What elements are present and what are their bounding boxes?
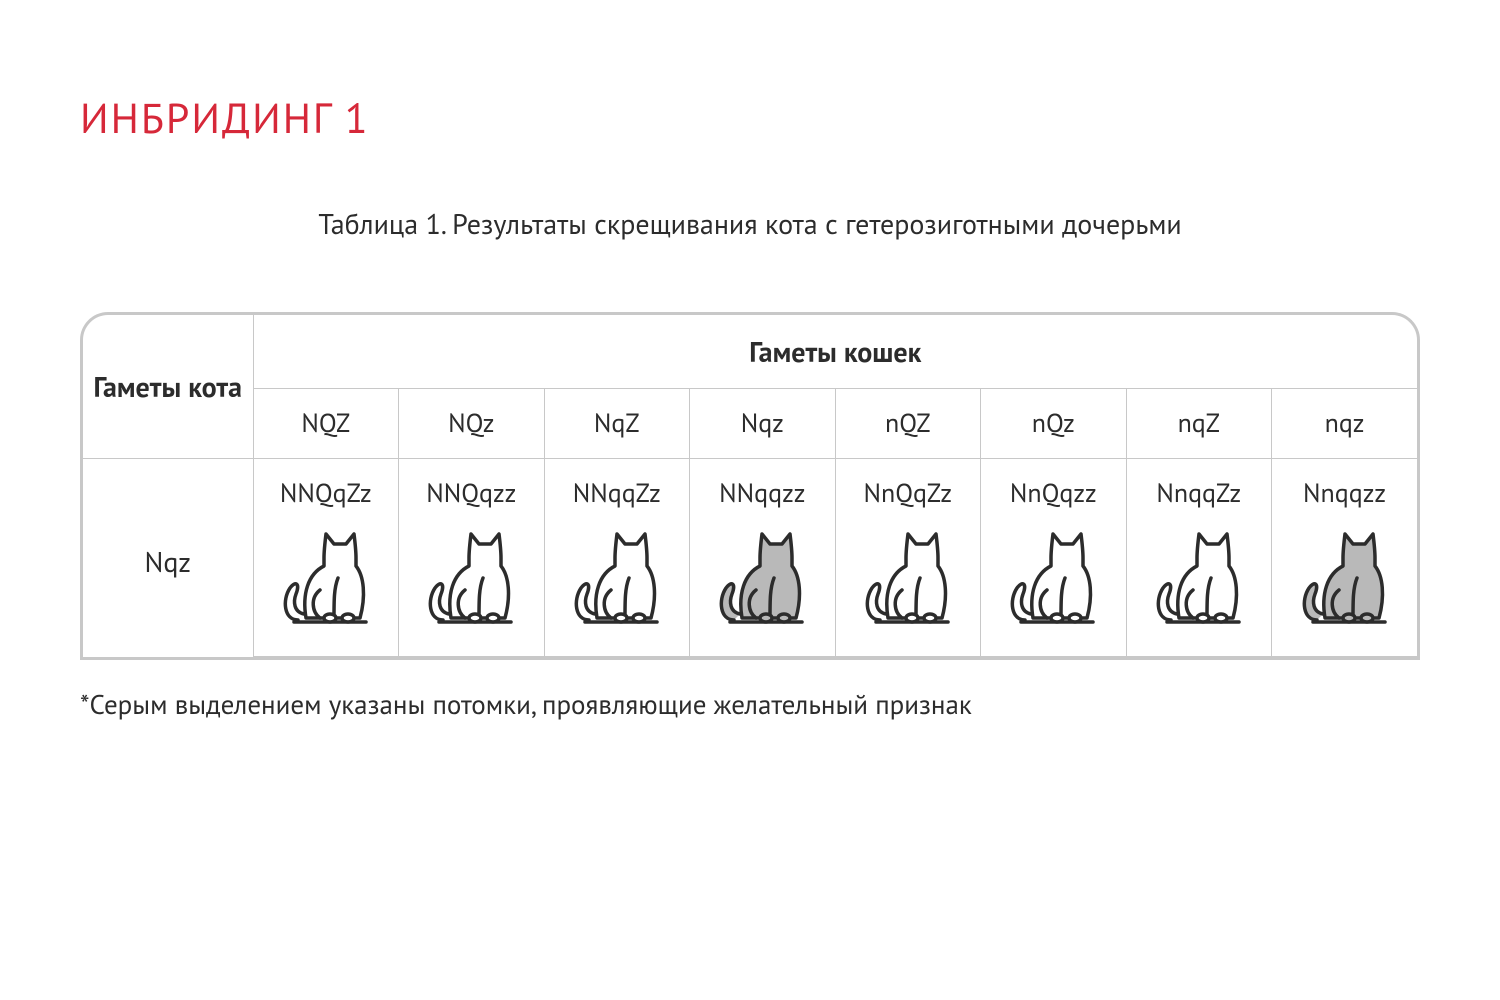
offspring-genotype: Nnqqzz [1272,459,1418,521]
offspring-genotype: NNQqZz [253,459,399,521]
col-gamete: nQz [981,389,1127,459]
cat-icon [858,522,958,632]
col-gamete: nQZ [835,389,981,459]
cat-icon [276,522,376,632]
offspring-genotype: NnQqzz [981,459,1127,521]
offspring-cat-cell [253,520,399,657]
row-header-label: Гаметы кота [83,315,253,459]
col-gamete: nqZ [1126,389,1272,459]
punnett-table: Гаметы кота Гаметы кошек NQZ NQz NqZ Nqz… [83,315,1417,657]
table-caption: Таблица 1. Результаты скрещивания кота с… [80,205,1420,242]
table-bottom-rule [80,657,1420,660]
cat-icon [1003,522,1103,632]
cat-icon-row [83,520,1417,657]
punnett-table-wrap: Гаметы кота Гаметы кошек NQZ NQz NqZ Nqz… [80,312,1420,657]
cat-icon [1295,522,1395,632]
offspring-cat-cell [544,520,690,657]
offspring-genotype: NNQqzz [399,459,545,521]
cat-icon [712,522,812,632]
offspring-cat-cell [981,520,1127,657]
cat-icon [567,522,667,632]
page-heading: ИНБРИДИНГ 1 [80,90,1420,145]
offspring-genotype: NNqqZz [544,459,690,521]
offspring-genotype: NnqqZz [1126,459,1272,521]
offspring-cat-cell [399,520,545,657]
cat-icon [421,522,521,632]
genotype-row: Nqz NNQqZz NNQqzz NNqqZz NNqqzz NnQqZz N… [83,459,1417,521]
row-gamete: Nqz [83,459,253,657]
header-row-2: NQZ NQz NqZ Nqz nQZ nQz nqZ nqz [83,389,1417,459]
col-gamete: Nqz [690,389,836,459]
header-row-1: Гаметы кота Гаметы кошек [83,315,1417,389]
offspring-genotype: NnQqZz [835,459,981,521]
offspring-genotype: NNqqzz [690,459,836,521]
offspring-cat-cell [835,520,981,657]
col-gamete: NqZ [544,389,690,459]
offspring-cat-cell [1272,520,1418,657]
offspring-cat-cell [690,520,836,657]
offspring-cat-cell [1126,520,1272,657]
col-gamete: NQZ [253,389,399,459]
footnote: *Серым выделением указаны потомки, прояв… [80,688,1420,722]
col-gamete: nqz [1272,389,1418,459]
cat-icon [1149,522,1249,632]
col-gamete: NQz [399,389,545,459]
col-header-label: Гаметы кошек [253,315,1417,389]
